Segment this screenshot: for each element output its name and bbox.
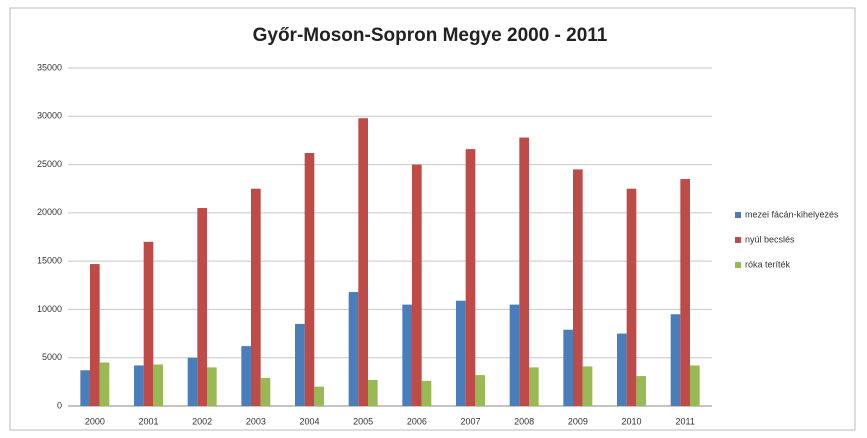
bar <box>563 329 574 406</box>
bar <box>680 179 690 406</box>
bar <box>509 304 520 406</box>
x-tick-label: 2007 <box>460 416 480 426</box>
legend-label: róka teríték <box>745 259 791 269</box>
bar <box>528 367 539 406</box>
y-tick-label: 5000 <box>42 352 62 362</box>
bar <box>143 241 154 406</box>
bar <box>358 118 368 407</box>
y-tick-label: 0 <box>57 400 62 410</box>
bar <box>519 137 529 406</box>
bar <box>314 386 324 406</box>
legend-swatch <box>735 262 741 268</box>
x-tick-label: 2000 <box>85 416 105 426</box>
bar <box>348 292 359 406</box>
x-tick-label: 2005 <box>353 416 373 426</box>
bar <box>617 333 627 406</box>
bar <box>99 362 110 406</box>
x-tick-label: 2009 <box>568 416 588 426</box>
y-tick-label: 30000 <box>37 111 62 121</box>
bar <box>90 264 100 406</box>
bar <box>241 346 252 406</box>
bar <box>582 366 593 406</box>
bar <box>80 370 91 406</box>
legend-swatch <box>735 237 741 243</box>
bar <box>421 380 432 406</box>
bar <box>260 377 271 406</box>
bar <box>367 379 378 406</box>
x-tick-label: 2004 <box>299 416 319 426</box>
bar <box>206 367 217 406</box>
legend-label: nyúl becslés <box>745 234 795 244</box>
bar <box>573 169 583 406</box>
x-tick-label: 2006 <box>407 416 427 426</box>
y-tick-label: 20000 <box>37 207 62 217</box>
bar <box>626 188 637 406</box>
bar <box>670 314 681 406</box>
chart-title: Győr-Moson-Sopron Megye 2000 - 2011 <box>253 25 608 46</box>
bar <box>304 152 315 406</box>
y-tick-label: 10000 <box>37 304 62 314</box>
bar <box>412 164 422 406</box>
x-tick-label: 2010 <box>621 416 641 426</box>
bar <box>689 365 700 406</box>
bar <box>636 376 646 406</box>
bar <box>187 357 198 406</box>
y-tick-label: 35000 <box>37 62 62 72</box>
legend-swatch <box>735 212 741 218</box>
legend-label: mezei fácán-kihelyezés <box>745 209 839 219</box>
bar <box>197 208 207 406</box>
bar <box>134 365 144 406</box>
bar <box>465 149 476 406</box>
x-tick-label: 2003 <box>246 416 266 426</box>
bar <box>456 300 466 406</box>
bar <box>251 188 261 406</box>
bar <box>153 364 163 406</box>
x-tick-label: 2001 <box>138 416 158 426</box>
bar <box>295 323 305 406</box>
y-tick-label: 25000 <box>37 159 62 169</box>
y-tick-label: 15000 <box>37 256 62 266</box>
bar <box>475 375 485 406</box>
x-tick-label: 2002 <box>192 416 212 426</box>
x-tick-label: 2011 <box>675 416 694 426</box>
x-tick-label: 2008 <box>514 416 534 426</box>
bar <box>402 304 413 406</box>
